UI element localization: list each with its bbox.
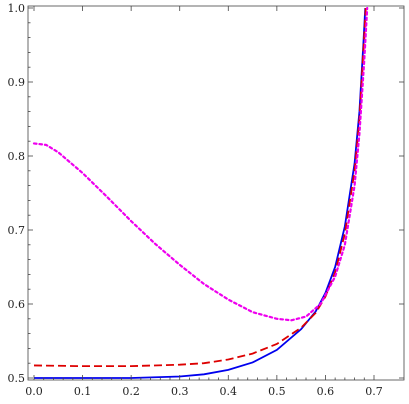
x-tick-label: 0.6 xyxy=(317,385,335,398)
axes: 0.0 0.1 0.2 0.3 0.4 0.5 0.6 0.7 0.5 0.6 0.7 0.8 0.9 1… xyxy=(8,2,405,398)
x-tick-label: 0.3 xyxy=(171,385,189,398)
y-tick-label: 0.7 xyxy=(8,224,26,237)
plot-frame xyxy=(27,5,405,381)
x-tick-label: 0.2 xyxy=(122,385,140,398)
y-tick-label: 0.5 xyxy=(8,372,26,385)
series-line-3 xyxy=(32,6,369,322)
y-tick-label: 0.9 xyxy=(8,76,26,89)
y-tick-label: 0.8 xyxy=(8,150,26,163)
plot-area xyxy=(32,6,369,379)
x-tick-label: 0.4 xyxy=(220,385,238,398)
series-line-2 xyxy=(33,7,367,368)
y-tick-label: 1.0 xyxy=(8,2,26,15)
x-tick-label: 0.0 xyxy=(25,385,43,398)
series-line-1 xyxy=(34,7,367,379)
x-tick-label: 0.1 xyxy=(74,385,92,398)
y-tick-label: 0.6 xyxy=(8,298,26,311)
x-tick-label: 0.5 xyxy=(268,385,286,398)
x-tick-label: 0.7 xyxy=(365,385,383,398)
